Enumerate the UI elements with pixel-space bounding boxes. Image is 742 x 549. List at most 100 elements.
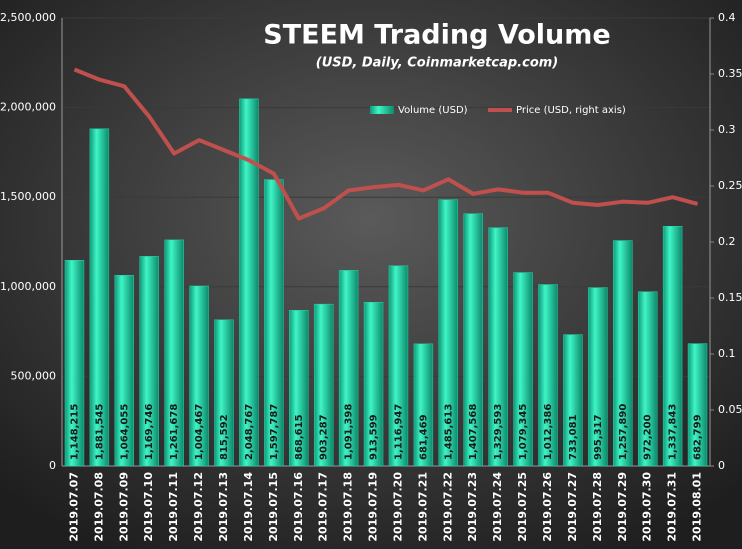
x-tick-label: 2019.07.10 — [142, 472, 155, 542]
bar — [114, 275, 135, 467]
bar — [239, 98, 259, 467]
value-label: 1,064,055 — [119, 404, 130, 460]
y2-tick-label: 0.35 — [718, 67, 742, 80]
x-tick-label: 2019.07.17 — [317, 472, 330, 542]
value-label: 1,091,398 — [344, 404, 355, 460]
value-label: 1,116,947 — [393, 404, 404, 460]
y-tick-label: 2,000,000 — [0, 101, 56, 114]
bar — [513, 272, 533, 467]
value-label: 1,004,467 — [194, 404, 205, 460]
y2-tick-label: 0.2 — [718, 235, 736, 248]
x-tick-label: 2019.07.28 — [591, 472, 604, 542]
bar — [687, 343, 708, 467]
x-tick-label: 2019.07.16 — [292, 472, 305, 542]
value-label: 733,081 — [568, 414, 579, 460]
bar — [438, 199, 459, 467]
x-tick-label: 2019.07.08 — [92, 472, 105, 542]
value-label: 1,261,678 — [169, 404, 180, 460]
bar — [662, 226, 683, 467]
value-label: 1,257,890 — [618, 404, 629, 460]
bar — [488, 227, 508, 467]
y2-tick-label: 0 — [718, 459, 725, 472]
x-tick-label: 2019.08.01 — [691, 472, 704, 542]
bar — [139, 256, 159, 467]
bar — [388, 265, 409, 467]
y2-tick-label: 0.3 — [718, 123, 736, 136]
x-tick-label: 2019.07.22 — [441, 472, 454, 542]
bar — [613, 240, 633, 467]
bar — [637, 291, 658, 467]
value-label: 913,599 — [369, 414, 380, 460]
y2-tick-label: 0.4 — [718, 11, 736, 24]
x-tick-label: 2019.07.25 — [516, 472, 529, 542]
x-tick-label: 2019.07.14 — [242, 472, 255, 542]
bar — [538, 284, 558, 467]
bar — [338, 270, 359, 467]
y2-tick-label: 0.1 — [718, 347, 736, 360]
x-tick-label: 2019.07.13 — [217, 472, 230, 542]
x-tick-label: 2019.07.07 — [67, 472, 80, 542]
value-label: 903,287 — [319, 414, 330, 460]
x-tick-label: 2019.07.29 — [616, 472, 629, 542]
x-tick-label: 2019.07.21 — [416, 472, 429, 542]
x-tick-label: 2019.07.30 — [641, 472, 654, 542]
x-tick-label: 2019.07.20 — [391, 472, 404, 542]
value-label: 1,597,787 — [269, 404, 280, 460]
bar — [463, 213, 483, 467]
legend-label: Price (USD, right axis) — [516, 105, 626, 116]
x-tick-label: 2019.07.19 — [367, 472, 380, 542]
price-line — [73, 67, 699, 221]
bar — [563, 334, 583, 467]
bar — [413, 343, 434, 467]
y-tick-label: 2,500,000 — [0, 11, 56, 24]
legend-label: Volume (USD) — [398, 105, 468, 116]
value-label: 2,048,767 — [244, 404, 255, 460]
x-tick-label: 2019.07.15 — [267, 472, 280, 542]
x-tick-label: 2019.07.12 — [192, 472, 205, 542]
value-label: 1,485,613 — [443, 404, 454, 460]
bar — [214, 319, 234, 467]
y2-tick-label: 0.15 — [718, 291, 742, 304]
x-tick-label: 2019.07.27 — [566, 472, 579, 542]
value-label: 1,881,545 — [94, 404, 105, 460]
x-tick-label: 2019.07.31 — [666, 472, 679, 542]
value-label: 868,615 — [294, 414, 305, 460]
y2-tick-label: 0.05 — [718, 403, 742, 416]
y-tick-label: 1,000,000 — [0, 280, 56, 293]
chart-subtitle: (USD, Daily, Coinmarketcap.com) — [316, 56, 559, 71]
x-tick-label: 2019.07.24 — [491, 472, 504, 542]
value-label: 972,200 — [643, 414, 654, 460]
x-tick-label: 2019.07.18 — [342, 472, 355, 542]
value-label: 1,337,843 — [668, 404, 679, 460]
bar — [189, 285, 209, 467]
bar — [89, 128, 110, 467]
chart-title: STEEM Trading Volume — [263, 20, 610, 51]
legend-swatch — [370, 106, 394, 114]
value-label: 1,079,345 — [518, 404, 529, 460]
bar — [588, 287, 608, 467]
value-label: 995,317 — [593, 414, 604, 460]
value-label: 1,329,593 — [493, 404, 504, 460]
y-tick-label: 500,000 — [11, 369, 57, 382]
bar — [363, 302, 384, 467]
x-tick-label: 2019.07.09 — [117, 472, 130, 542]
y-tick-label: 1,500,000 — [0, 190, 56, 203]
x-tick-label: 2019.07.26 — [541, 472, 554, 542]
value-label: 681,469 — [418, 414, 429, 460]
value-label: 1,407,568 — [468, 404, 479, 460]
bar — [164, 239, 184, 467]
x-tick-label: 2019.07.11 — [167, 472, 180, 542]
value-label: 1,148,215 — [69, 404, 80, 460]
x-tick-label: 2019.07.23 — [466, 472, 479, 542]
bar — [313, 303, 334, 467]
y2-tick-label: 0.25 — [718, 179, 742, 192]
value-label: 1,169,746 — [144, 404, 155, 460]
bar — [289, 310, 309, 467]
bar — [264, 179, 284, 467]
value-label: 682,799 — [693, 414, 704, 460]
bar — [64, 259, 85, 467]
y-tick-label: 0 — [49, 459, 56, 472]
value-label: 815,592 — [219, 414, 230, 460]
value-label: 1,012,386 — [543, 404, 554, 460]
